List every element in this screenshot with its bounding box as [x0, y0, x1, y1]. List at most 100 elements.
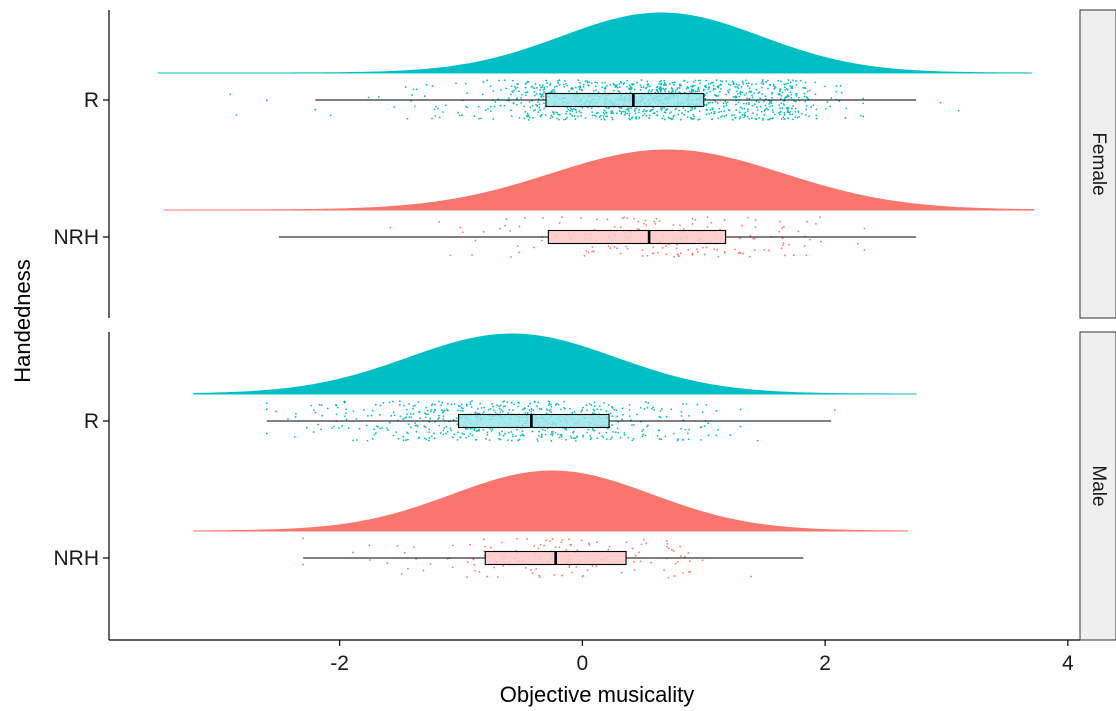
data-point [779, 220, 781, 223]
data-point [541, 428, 544, 431]
data-point [592, 408, 595, 411]
data-point [759, 97, 762, 100]
data-point [806, 97, 808, 99]
data-point [659, 90, 662, 93]
data-point [604, 86, 607, 89]
data-point [761, 92, 764, 95]
data-point [542, 91, 545, 93]
data-point [778, 113, 781, 116]
data-point [410, 426, 412, 429]
data-point [690, 85, 693, 88]
data-point [691, 108, 694, 110]
data-point [516, 103, 518, 106]
data-point [755, 83, 757, 86]
data-point [859, 114, 862, 117]
data-point [553, 90, 556, 93]
data-point [692, 113, 695, 116]
data-point [780, 80, 782, 83]
data-point [742, 102, 745, 105]
data-point [558, 79, 561, 81]
data-point [611, 436, 613, 439]
data-point [613, 246, 616, 248]
data-point [716, 249, 719, 251]
data-point [516, 428, 518, 431]
data-point [504, 433, 506, 435]
data-point [429, 563, 432, 565]
data-point [505, 218, 508, 220]
data-point [714, 88, 717, 91]
data-point [514, 87, 517, 90]
data-point [722, 102, 725, 105]
data-point [746, 97, 748, 100]
data-point [441, 411, 444, 414]
data-point [531, 572, 534, 575]
data-point [702, 88, 705, 91]
data-point [492, 118, 495, 120]
data-point [644, 219, 647, 222]
data-point [713, 110, 716, 113]
data-point [745, 82, 748, 85]
data-point [654, 223, 657, 225]
data-point [487, 408, 490, 411]
data-point [709, 101, 711, 104]
data-point [521, 430, 524, 432]
y-tick-label: R [84, 89, 99, 112]
data-point [626, 86, 628, 88]
data-point [566, 84, 569, 87]
data-point [534, 83, 537, 85]
data-point [379, 427, 382, 430]
data-point [465, 576, 468, 579]
data-point [720, 110, 723, 113]
data-point [660, 82, 663, 85]
data-point [496, 404, 499, 407]
data-point [335, 404, 338, 407]
data-point [691, 85, 694, 88]
data-point [778, 93, 781, 96]
data-point [632, 424, 635, 426]
data-point [628, 409, 631, 411]
data-point [642, 538, 645, 541]
data-point [469, 432, 472, 435]
data-point [622, 110, 625, 113]
data-point [747, 216, 749, 219]
data-point [661, 117, 664, 120]
data-point [692, 117, 695, 120]
data-point [498, 407, 501, 410]
data-point [422, 569, 425, 572]
data-point [678, 83, 681, 86]
data-point [519, 434, 522, 437]
data-point [570, 437, 573, 439]
data-point [795, 80, 797, 82]
data-point [649, 561, 652, 564]
data-point [608, 545, 611, 548]
data-point [568, 90, 570, 93]
data-point [585, 250, 588, 252]
data-point [437, 400, 440, 403]
data-point [690, 88, 693, 91]
data-point [547, 404, 550, 407]
data-point [600, 118, 603, 121]
data-point [667, 576, 670, 579]
data-point [552, 432, 554, 435]
data-point [673, 83, 676, 86]
data-point [429, 410, 432, 413]
data-point [740, 86, 743, 88]
data-point [551, 538, 554, 540]
outlier-point [235, 114, 238, 116]
data-point [660, 109, 663, 112]
data-point [536, 440, 539, 442]
data-point [639, 406, 642, 409]
data-point [446, 430, 449, 433]
data-point [628, 117, 631, 120]
data-point [641, 114, 644, 117]
data-point [499, 411, 502, 414]
data-point [479, 402, 482, 405]
data-point [781, 107, 784, 110]
data-point [493, 566, 496, 569]
data-point [395, 431, 398, 434]
data-point [739, 425, 742, 428]
data-point [580, 217, 582, 219]
data-point [539, 93, 542, 96]
data-point [504, 224, 506, 227]
data-point [473, 564, 476, 566]
